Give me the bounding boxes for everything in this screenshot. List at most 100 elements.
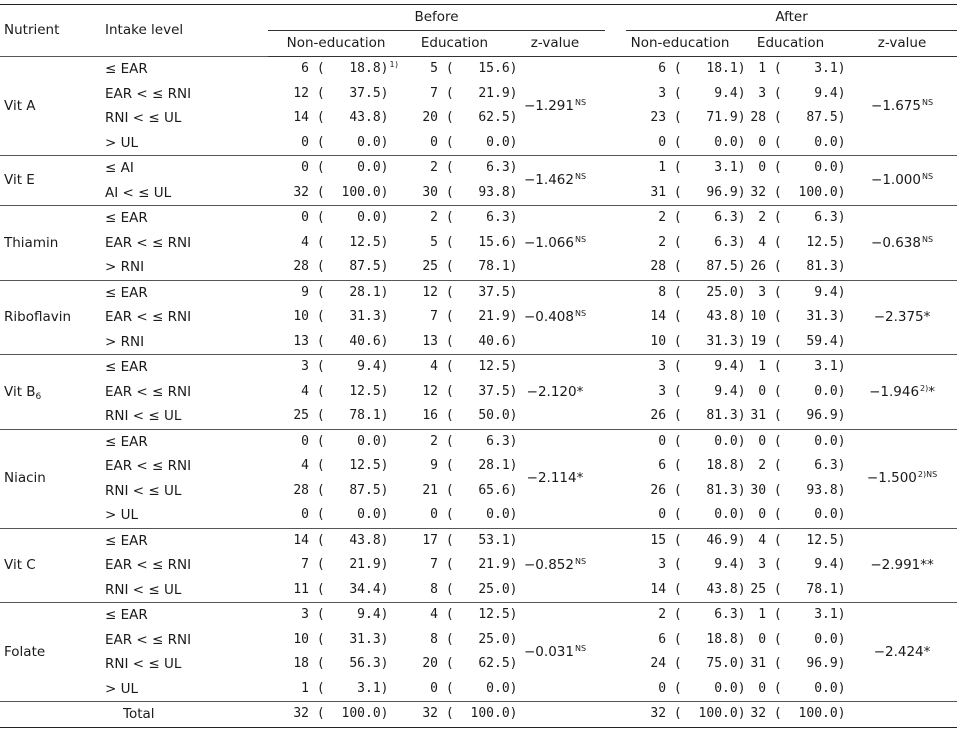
before-education-count: 5: [430, 61, 438, 76]
after-education-percent: 3.1: [814, 607, 838, 622]
before-education-cell: 12 (37.5): [404, 279, 517, 305]
before-non-education-percent: 0.0: [357, 134, 381, 150]
before-education-percent-wrap: 25.0: [454, 628, 509, 653]
before-non-education-count: 13: [293, 333, 309, 349]
after-z-tail: *: [928, 383, 936, 400]
before-education-percent-wrap: 50.0: [454, 404, 510, 429]
before-education-percent: 37.5: [478, 284, 510, 300]
before-non-education-cell: 0 (0.0): [268, 205, 404, 231]
after-education-cell: 3 (9.4): [734, 553, 847, 578]
before-education-cell: 17 (53.1): [404, 527, 517, 553]
after-education-percent: 12.5: [806, 532, 838, 548]
before-non-education-percent: 12.5: [349, 234, 381, 250]
before-non-education-count: 10: [293, 309, 309, 324]
before-non-education-percent: 31.3: [349, 631, 381, 647]
after-education-cell: 19 (59.4): [734, 330, 847, 355]
before-education-count: 12: [422, 284, 438, 300]
after-non-education-percent: 87.5: [706, 259, 738, 274]
after-non-education-percent-wrap: 75.0: [682, 652, 737, 677]
intake-level: EAR < ≤ RNI: [105, 309, 192, 325]
after-education-cell: 1 (3.1): [734, 354, 848, 380]
after-education-count: 0: [758, 383, 767, 399]
before-z-number: −2.120*: [526, 383, 584, 400]
after-education-count: 10: [750, 309, 767, 324]
after-z-number: −1.000: [871, 172, 921, 189]
intake-level: ≤ EAR: [103, 527, 268, 553]
before-z-significance: NS: [574, 234, 587, 244]
after-z-significance: 2): [920, 383, 929, 393]
after-education-count: 1: [758, 61, 767, 76]
after-education-percent-wrap: 6.3: [782, 454, 837, 479]
after-education-count: 1: [758, 607, 767, 622]
before-education-count: 8: [430, 581, 438, 597]
before-non-education-percent-wrap: 0.0: [325, 206, 380, 231]
after-non-education-cell: 6 (18.8): [626, 454, 745, 479]
after-non-education-count: 1: [658, 160, 667, 175]
before-non-education-percent-wrap: 31.3: [325, 628, 381, 653]
table-row: AI < ≤ UL 32 (100.0) 30 (93.8) 31 (96.9) 32 …: [0, 181, 957, 206]
after-education-percent-wrap: 0.0: [782, 503, 837, 528]
after-education-count: 2: [758, 458, 767, 473]
table-row: RNI < ≤ UL 28 (87.5) 21 (65.6) 26 (81.3) 30 …: [0, 479, 957, 504]
after-education-cell: 0 (0.0): [734, 677, 847, 702]
after-education-count: 2: [758, 210, 767, 225]
after-non-education-cell: 0 (0.0): [626, 131, 745, 156]
after-education-cell: 3 (9.4): [734, 279, 848, 305]
after-education-count: 0: [758, 631, 767, 647]
before-education-cell: 2 (6.3): [404, 428, 517, 454]
after-non-education-count: 6: [658, 61, 667, 76]
after-non-education-count: 26: [650, 482, 667, 498]
table-row: Vit C ≤ EAR 14 (43.8) 17 (53.1) −0.852NS 15 (…: [0, 527, 957, 603]
before-non-education-count: 28: [293, 259, 309, 274]
before-education-percent: 53.1: [478, 532, 510, 548]
before-education-percent: 12.5: [478, 607, 510, 622]
before-z-value: −0.852NS: [505, 527, 606, 603]
before-non-education-cell: 0 (0.0): [268, 428, 404, 454]
after-non-education-count: 14: [650, 581, 667, 597]
before-education-cell: 13 (40.6): [404, 330, 517, 355]
after-non-education-cell: 3 (9.4): [626, 553, 745, 578]
before-z-significance: NS: [574, 643, 587, 653]
before-education-cell: 4 (12.5): [404, 354, 517, 380]
before-education-percent-wrap: 6.3: [454, 430, 509, 455]
before-education-count: 2: [430, 433, 438, 449]
before-education-percent: 93.8: [478, 184, 510, 200]
before-education-cell: 2 (6.3): [404, 205, 517, 231]
after-non-education-percent-wrap: 81.3: [682, 404, 737, 429]
before-education-cell: 0 (0.0): [404, 131, 517, 156]
before-non-education-percent: 37.5: [349, 85, 381, 101]
after-education-cell: 32 (100.0): [734, 181, 847, 206]
after-z-significance: NS: [922, 234, 934, 244]
after-non-education-percent: 25.0: [706, 284, 738, 300]
nutrient-subscript: 6: [35, 391, 42, 402]
before-non-education-percent-wrap: 12.5: [325, 454, 380, 479]
before-non-education-count: 0: [301, 507, 309, 522]
before-education-percent-wrap: 78.1: [454, 255, 509, 280]
before-education-percent-wrap: 6.3: [454, 206, 509, 231]
after-non-education-percent-wrap: 9.4: [682, 355, 737, 380]
before-non-education-percent-wrap: 9.4: [325, 603, 380, 628]
before-non-education-percent: 12.5: [349, 383, 381, 399]
before-non-education-cell: 25 (78.1): [268, 404, 404, 429]
after-non-education-count: 15: [650, 532, 667, 548]
before-non-education-cell: 18 (56.3): [268, 652, 404, 677]
after-education-percent: 9.4: [814, 85, 838, 101]
before-education-percent: 62.5: [478, 110, 510, 125]
total-before-education-percent-wrap: 100.0: [454, 702, 510, 727]
before-education-count: 5: [430, 234, 438, 250]
before-z-number: −1.066: [524, 234, 574, 251]
before-education-cell: 4 (12.5): [404, 602, 517, 628]
before-non-education-percent: 0.0: [357, 507, 381, 522]
before-education-count: 7: [430, 85, 438, 101]
before-education-cell: 9 (28.1): [404, 454, 517, 479]
before-education-count: 9: [430, 458, 438, 473]
before-education-percent: 50.0: [478, 408, 510, 423]
after-non-education-count: 28: [650, 259, 667, 274]
after-education-percent: 93.8: [806, 482, 838, 498]
after-education-count: 4: [758, 234, 767, 250]
after-non-education-percent: 9.4: [714, 85, 738, 101]
after-education-count: 19: [750, 333, 767, 349]
before-education-percent: 0.0: [486, 134, 510, 150]
before-non-education-percent: 78.1: [349, 408, 381, 423]
after-non-education-percent-wrap: 3.1: [682, 156, 737, 181]
